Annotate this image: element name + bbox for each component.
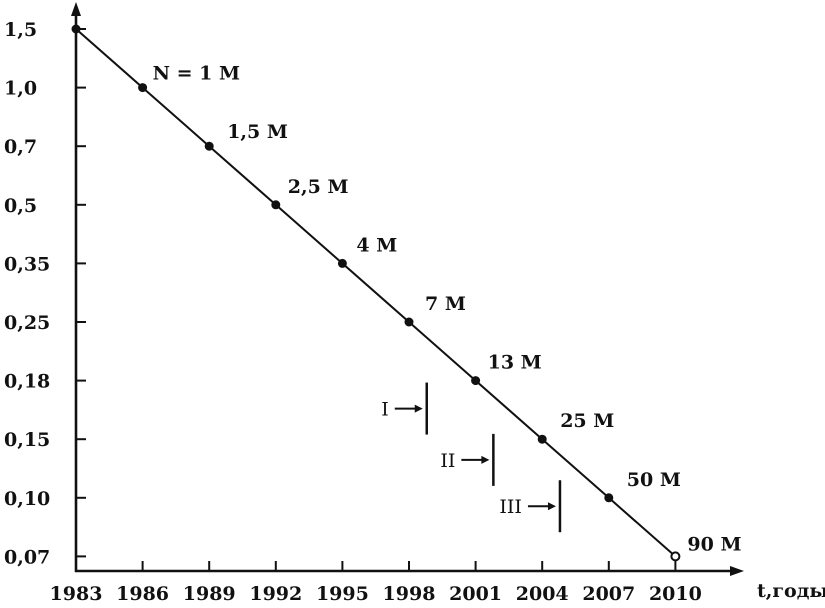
x-axis-label: t,годы [757, 580, 825, 602]
axes [71, 2, 744, 576]
x-axis-arrowhead [730, 566, 744, 576]
data-point [537, 434, 547, 444]
y-axis-arrowhead [71, 2, 81, 16]
y-tick-label: 0,18 [4, 371, 50, 393]
data-label: N = 1 M [153, 63, 240, 85]
data-point [471, 376, 481, 386]
data-label: 25 M [560, 410, 614, 432]
x-tick-label: 1995 [316, 583, 369, 605]
x-tick-label: 1989 [183, 583, 236, 605]
data-point [670, 551, 681, 562]
data-label: 90 M [687, 533, 741, 555]
marker-arrowhead [481, 455, 490, 464]
x-tick-label: 1986 [116, 583, 169, 605]
y-tick-label: 0,10 [4, 488, 50, 510]
data-point [404, 317, 414, 327]
data-point [604, 493, 614, 503]
y-ticks: 1,5 1,0 0,7 0,5 0,35 0,25 0,18 0,15 0,10 0,07 [4, 19, 86, 568]
marker-label: II [440, 450, 455, 472]
data-point [271, 200, 281, 210]
x-tick-label: 2007 [582, 583, 635, 605]
x-tick-label: 1992 [249, 583, 302, 605]
y-tick-label: 0,7 [4, 136, 37, 158]
data-label: 50 M [627, 469, 681, 491]
data-point [71, 24, 81, 34]
data-label: 2,5 M [288, 176, 349, 198]
data-point [138, 83, 148, 93]
data-label: 7 M [425, 293, 466, 315]
series: N = 1 M 1,5 M 2,5 M 4 M 7 M 13 M 25 M 50 M 90 M [71, 24, 741, 562]
y-tick-label: 0,25 [4, 312, 50, 334]
y-tick-label: 0,35 [4, 253, 50, 275]
data-label: 4 M [356, 234, 397, 256]
marker-arrowhead [547, 502, 556, 511]
marker-label: I [381, 399, 389, 421]
x-ticks: 1983 1986 1989 1992 1995 1998 2001 2004 2007 2010 [50, 561, 702, 605]
data-point [204, 141, 214, 151]
x-tick-label: 2004 [516, 583, 569, 605]
x-tick-label: 2001 [449, 583, 502, 605]
y-tick-label: 1,5 [4, 19, 37, 41]
marker-label: III [499, 496, 522, 518]
series-line [75, 28, 677, 558]
data-label: 13 M [488, 352, 542, 374]
data-point [337, 258, 347, 268]
x-tick-label: 1998 [383, 583, 436, 605]
marker-arrowhead [414, 404, 423, 413]
y-tick-label: 0,5 [4, 195, 37, 217]
y-tick-label: 1,0 [4, 78, 37, 100]
y-tick-label: 0,15 [4, 429, 50, 451]
x-tick-label: 1983 [50, 583, 103, 605]
x-tick-label: 2010 [649, 583, 702, 605]
y-tick-label: 0,07 [4, 546, 50, 568]
data-label: 1,5 M [227, 121, 288, 143]
